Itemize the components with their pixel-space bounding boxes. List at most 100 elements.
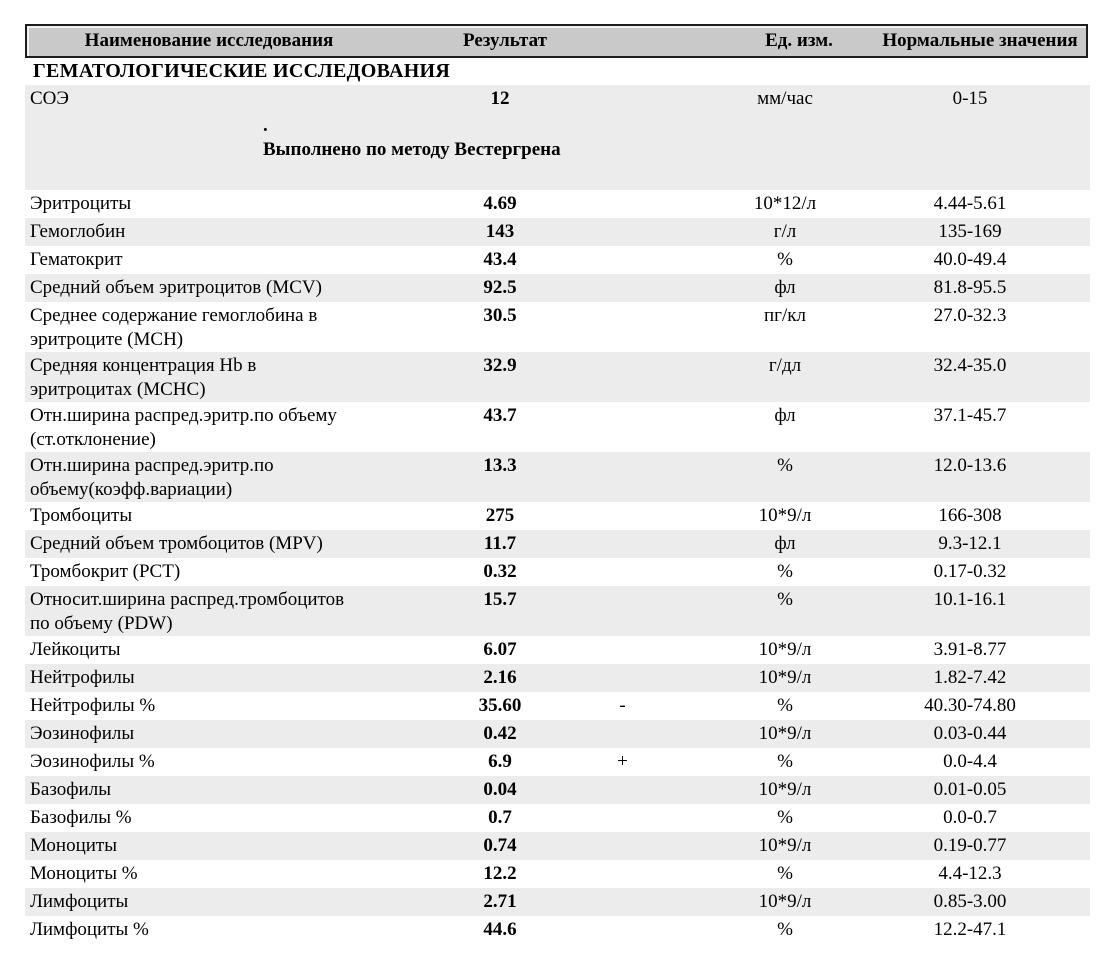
unit-of-measure: 10*9/л [758, 505, 812, 526]
unit-of-measure: % [777, 807, 793, 828]
lab-row: Гематокрит 43.4% 40.0-49.4 [25, 246, 1090, 274]
row-filler [1030, 558, 1090, 586]
test-name: Лимфоциты [30, 891, 129, 912]
reference-range: 0.19-0.77 [933, 835, 1007, 856]
unit-of-measure: 10*9/л [758, 779, 812, 800]
unit-of-measure: 10*12/л [753, 193, 817, 214]
lab-row: Моноциты 0.74 10*9/л 0.19-0.77 [25, 832, 1090, 860]
unit-of-measure: 10*9/л [758, 723, 812, 744]
section-title-hematology: ГЕМАТОЛОГИЧЕСКИЕ ИССЛЕДОВАНИЯ [33, 60, 451, 82]
reference-range: 32.4-35.0 [933, 355, 1007, 376]
row-filler [1030, 916, 1090, 944]
lab-row: СОЭ 12 мм/час 0-15. Выполнено по методу Вест… [25, 85, 1090, 190]
result-flag [585, 636, 660, 664]
lab-row: Базофилы % 0.7% 0.0-0.7 [25, 804, 1090, 832]
row-filler [1030, 720, 1090, 748]
result-value: 275 [485, 505, 515, 526]
result-value: 44.6 [483, 919, 517, 940]
result-flag [585, 352, 660, 402]
test-name: Нейтрофилы [30, 667, 135, 688]
reference-range: 81.8-95.5 [933, 277, 1007, 298]
reference-range: 0.0-0.7 [943, 807, 997, 828]
unit-of-measure: г/дл [768, 355, 802, 376]
result-flag [585, 530, 660, 558]
test-name: Тромбоциты [30, 505, 133, 526]
column-header-unit: Ед. изм. [765, 30, 833, 51]
row-filler [1030, 402, 1090, 452]
unit-of-measure: % [777, 249, 793, 270]
result-flag [585, 558, 660, 586]
row-filler [1030, 502, 1090, 530]
lab-row: Отн.ширина распред.эритр.по объему(коэфф… [25, 452, 1090, 502]
unit-of-measure: % [777, 589, 793, 610]
reference-range: 27.0-32.3 [933, 305, 1007, 326]
reference-range: 4.4-12.3 [938, 863, 1002, 884]
reference-range: 166-308 [938, 505, 1002, 526]
result-value: 0.04 [483, 779, 517, 800]
lab-row: Нейтрофилы % 35.60 -% 40.30-74.80 [25, 692, 1090, 720]
test-name: Тромбокрит (PCT) [30, 561, 181, 582]
unit-of-measure: фл [774, 405, 796, 426]
result-value: 35.60 [478, 695, 522, 716]
row-filler [1030, 218, 1090, 246]
row-filler [1030, 860, 1090, 888]
test-name: Средний объем тромбоцитов (MPV) [30, 533, 323, 554]
result-value: 11.7 [483, 533, 517, 554]
reference-range: 0.85-3.00 [933, 891, 1007, 912]
result-flag [585, 85, 660, 115]
lab-row: Лимфоциты % 44.6% 12.2-47.1 [25, 916, 1090, 944]
unit-of-measure: пг/кл [764, 305, 806, 326]
lab-row: Тромбоциты 275 10*9/л 166-308 [25, 502, 1090, 530]
result-flag [585, 246, 660, 274]
column-header-test-name: Наименование исследования [84, 30, 334, 51]
result-value: 2.16 [483, 667, 517, 688]
result-value: 0.42 [483, 723, 517, 744]
method-note: Выполнено по методу Вестергрена [263, 139, 561, 160]
result-flag [585, 302, 660, 352]
result-flag [585, 888, 660, 916]
unit-of-measure: % [777, 561, 793, 582]
test-name: Базофилы % [30, 807, 132, 828]
row-filler [1030, 190, 1090, 218]
unit-of-measure: % [777, 695, 793, 716]
test-name: Относит.ширина распред.тромбоцитов по об… [30, 589, 345, 634]
test-name: Гемоглобин [30, 221, 126, 242]
unit-of-measure: % [777, 455, 793, 476]
unit-of-measure: фл [774, 277, 796, 298]
reference-range: 0.03-0.44 [933, 723, 1007, 744]
result-flag [585, 916, 660, 944]
result-flag [585, 776, 660, 804]
test-name: Средняя концентрация Hb в эритроцитах (M… [30, 355, 257, 400]
test-name: Эозинофилы % [30, 751, 155, 772]
row-filler [1030, 352, 1090, 402]
unit-of-measure: % [777, 751, 793, 772]
reference-range: 0-15 [952, 88, 988, 109]
result-flag [585, 664, 660, 692]
test-name: Базофилы [30, 779, 111, 800]
method-note-dot: . [263, 115, 268, 136]
reference-range: 3.91-8.77 [933, 639, 1007, 660]
row-filler [1030, 586, 1090, 636]
result-value: 4.69 [483, 193, 517, 214]
row-filler [1030, 274, 1090, 302]
column-header-reference-range: Нормальные значения [882, 30, 1078, 51]
lab-row: Моноциты % 12.2% 4.4-12.3 [25, 860, 1090, 888]
unit-of-measure: % [777, 863, 793, 884]
test-name: Эозинофилы [30, 723, 135, 744]
test-name: Среднее содержание гемоглобина в эритроц… [30, 305, 318, 350]
test-name: Средний объем эритроцитов (MCV) [30, 277, 322, 298]
row-filler [1030, 246, 1090, 274]
test-name: Нейтрофилы % [30, 695, 156, 716]
result-value: 0.7 [488, 807, 512, 828]
result-value: 0.32 [483, 561, 517, 582]
reference-range: 12.2-47.1 [933, 919, 1007, 940]
result-value: 13.3 [483, 455, 517, 476]
result-value: 15.7 [483, 589, 517, 610]
results-table-body: СОЭ 12 мм/час 0-15. Выполнено по методу Вест… [25, 85, 1090, 944]
row-filler [1030, 804, 1090, 832]
result-value: 12 [490, 88, 510, 109]
result-flag: - [619, 695, 626, 716]
test-name: Моноциты % [30, 863, 138, 884]
test-name: СОЭ [30, 88, 69, 109]
